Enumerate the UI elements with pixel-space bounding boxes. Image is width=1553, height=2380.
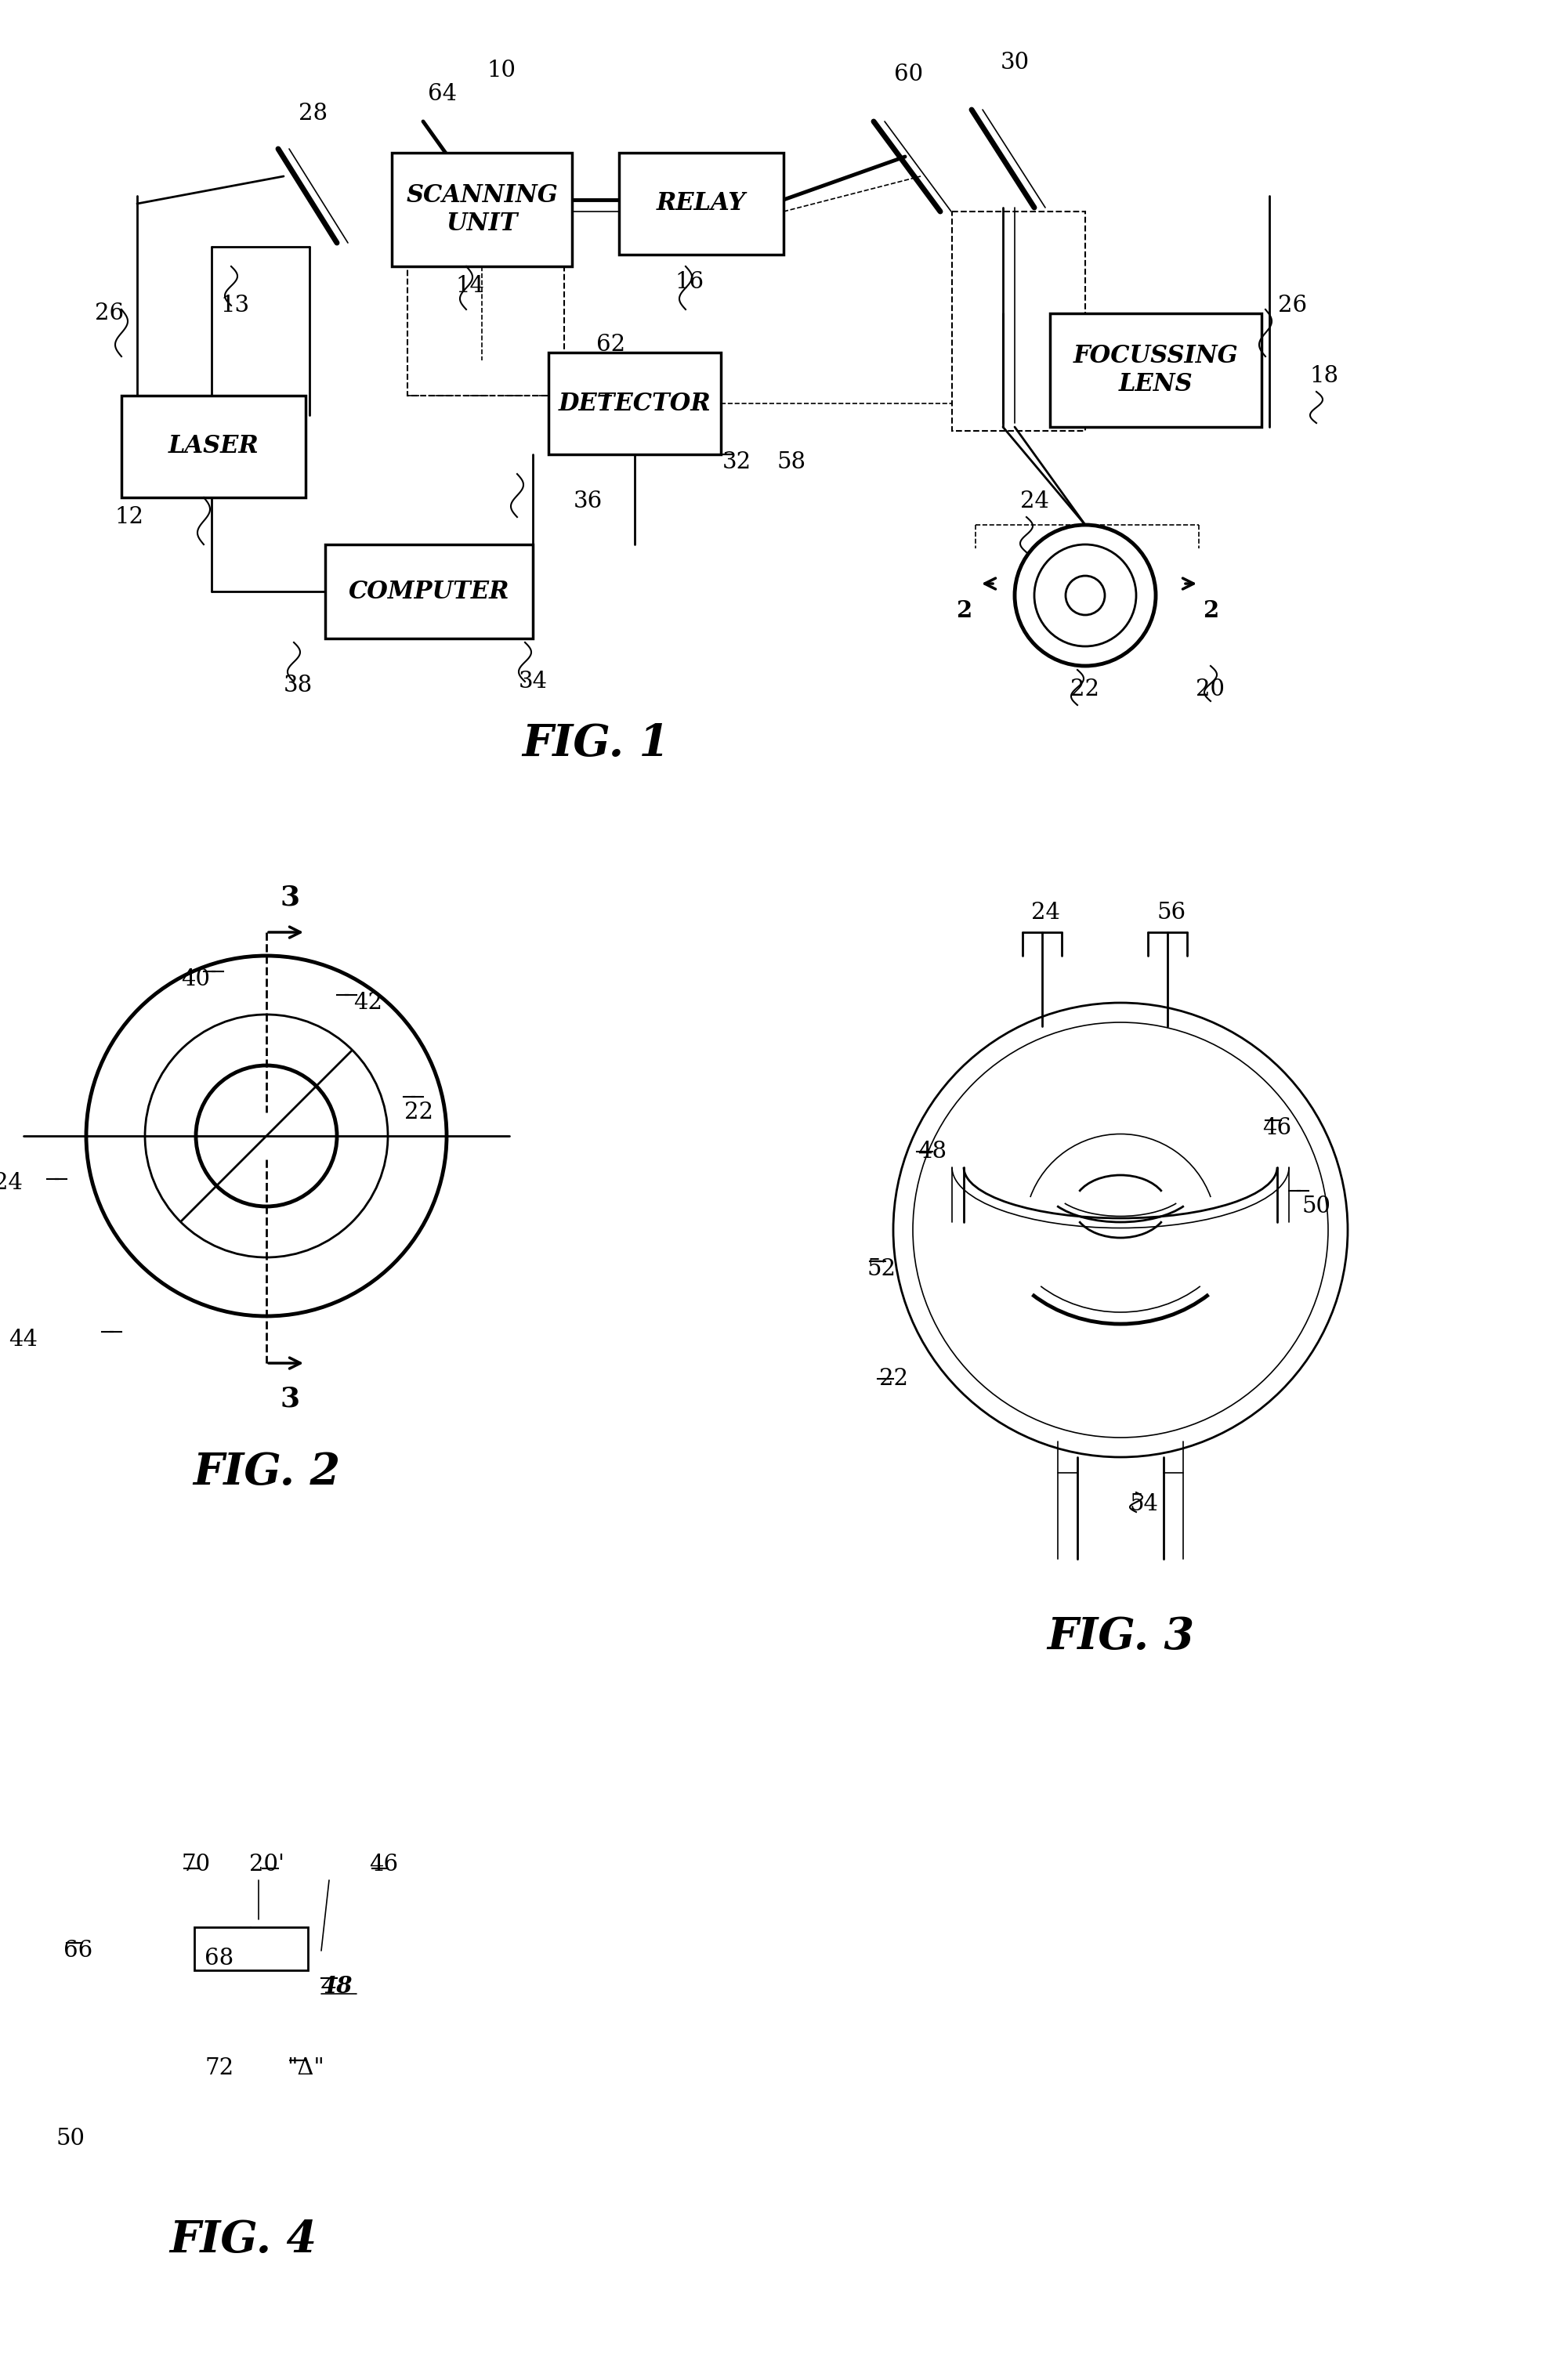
Text: 24: 24	[1031, 902, 1061, 923]
Bar	[121, 395, 306, 497]
Text: 14: 14	[455, 276, 485, 298]
Text: 58: 58	[776, 452, 806, 474]
Text: 3: 3	[280, 883, 300, 909]
Text: 24: 24	[0, 1171, 22, 1195]
Text: 56: 56	[1157, 902, 1185, 923]
Text: 50: 50	[56, 2128, 85, 2149]
Text: RELAY: RELAY	[657, 190, 745, 217]
Text: 64: 64	[429, 83, 457, 105]
Text: 32: 32	[722, 452, 750, 474]
Text: LASER: LASER	[168, 436, 259, 459]
Text: 68: 68	[205, 1947, 235, 1971]
Bar	[618, 152, 783, 255]
Text: 60: 60	[895, 64, 922, 86]
Text: 10: 10	[486, 60, 516, 81]
Text: 28: 28	[298, 102, 328, 124]
Text: 26: 26	[95, 302, 124, 324]
Text: DETECTOR: DETECTOR	[558, 390, 711, 416]
Bar	[1050, 314, 1261, 426]
Bar	[407, 267, 564, 395]
Text: 34: 34	[519, 671, 547, 693]
Bar	[548, 352, 721, 455]
Text: 22: 22	[1070, 678, 1100, 700]
Text: 22: 22	[879, 1368, 907, 1390]
Text: FIG. 3: FIG. 3	[1047, 1616, 1194, 1659]
Text: 44: 44	[9, 1328, 37, 1349]
Text: 20': 20'	[248, 1854, 284, 1875]
Text: 48: 48	[918, 1140, 946, 1161]
Text: SCANNING
UNIT: SCANNING UNIT	[405, 183, 558, 236]
Text: 2: 2	[955, 600, 971, 624]
Text: 3: 3	[280, 1385, 300, 1411]
Bar	[391, 152, 572, 267]
Text: 26: 26	[1278, 295, 1306, 317]
Text: 13: 13	[221, 295, 250, 317]
Bar	[952, 212, 1084, 431]
Text: 50: 50	[1301, 1195, 1331, 1219]
Text: 30: 30	[1000, 52, 1028, 74]
Text: 18: 18	[1309, 364, 1339, 388]
Text: 54: 54	[1129, 1492, 1159, 1516]
Text: 40: 40	[182, 969, 210, 990]
Text: 46: 46	[370, 1854, 398, 1875]
Text: 72: 72	[205, 2056, 235, 2080]
Text: 48: 48	[321, 1975, 353, 1997]
Text: 38: 38	[283, 674, 312, 697]
Text: FIG. 1: FIG. 1	[522, 724, 669, 766]
Text: 66: 66	[64, 1940, 93, 1961]
Text: 24: 24	[1019, 490, 1048, 512]
Bar	[325, 545, 533, 638]
Text: 2: 2	[1202, 600, 1218, 624]
Text: 46: 46	[1263, 1116, 1291, 1140]
Text: "Δ": "Δ"	[287, 2056, 325, 2080]
Text: FIG. 4: FIG. 4	[169, 2218, 317, 2261]
Text: 22: 22	[404, 1102, 433, 1123]
Text: 52: 52	[867, 1259, 896, 1280]
Text: FOCUSSING
LENS: FOCUSSING LENS	[1073, 345, 1238, 397]
Text: COMPUTER: COMPUTER	[348, 578, 509, 605]
Text: 42: 42	[354, 992, 382, 1014]
Text: 16: 16	[674, 271, 704, 293]
Text: 36: 36	[573, 490, 603, 512]
Text: 62: 62	[596, 333, 626, 355]
Text: FIG. 2: FIG. 2	[193, 1452, 340, 1495]
Text: 12: 12	[115, 507, 144, 528]
Text: 70: 70	[182, 1854, 210, 1875]
Text: 20: 20	[1196, 678, 1224, 700]
Bar	[194, 1928, 307, 1971]
